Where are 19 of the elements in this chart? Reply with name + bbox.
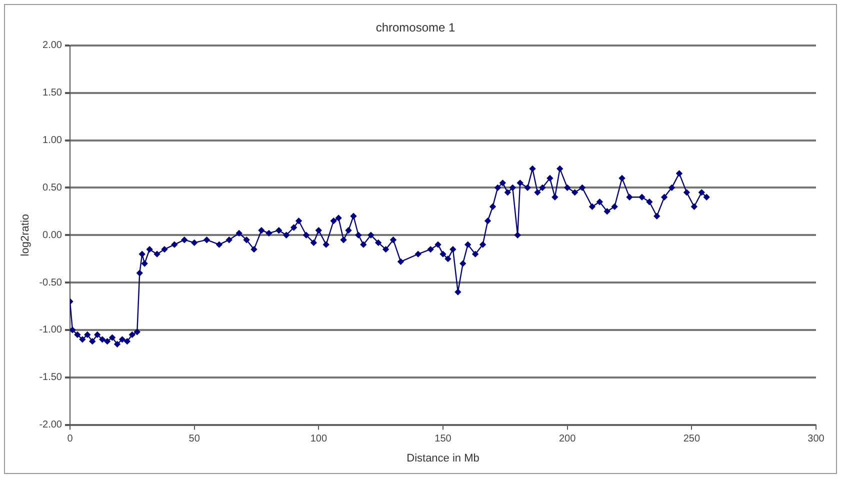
- x-tick-label: 200: [558, 434, 576, 445]
- y-tick-label: 1.50: [42, 88, 62, 99]
- x-tick-label: 250: [683, 434, 700, 445]
- y-tick-label: -1.00: [39, 324, 62, 336]
- y-tick-label: -2.00: [39, 420, 62, 431]
- x-tick-label: 0: [67, 434, 74, 445]
- chart-title: chromosome 1: [376, 20, 456, 35]
- y-axis-title: log2ratio: [20, 214, 32, 256]
- x-tick-label: 300: [808, 434, 825, 445]
- y-tick-label: -1.50: [39, 372, 62, 384]
- y-tick-label: 0.00: [42, 230, 62, 241]
- x-tick-label: 50: [188, 434, 200, 445]
- x-tick-label: 100: [310, 434, 328, 445]
- y-tick-label: -0.50: [39, 277, 62, 288]
- y-tick-label: 0.50: [42, 182, 62, 194]
- x-axis-title: Distance in Mb: [406, 452, 480, 464]
- y-tick-label: 1.00: [42, 135, 62, 146]
- x-tick-label: 150: [434, 434, 452, 445]
- y-tick-label: 2.00: [42, 40, 62, 52]
